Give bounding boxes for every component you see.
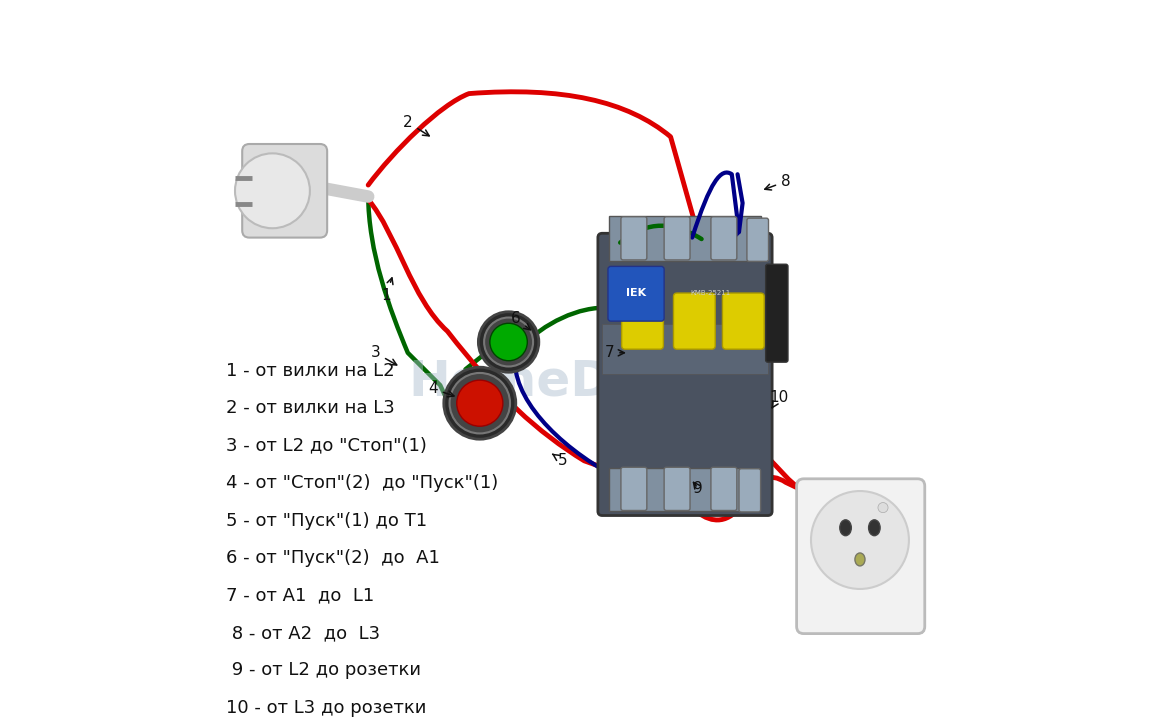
Ellipse shape	[855, 553, 866, 566]
Circle shape	[450, 373, 510, 433]
Ellipse shape	[869, 520, 881, 536]
FancyBboxPatch shape	[765, 264, 788, 362]
Circle shape	[485, 318, 533, 366]
Text: 1 - от вилки на L2: 1 - от вилки на L2	[226, 362, 395, 380]
Text: 3: 3	[370, 346, 397, 365]
FancyBboxPatch shape	[621, 217, 647, 260]
Circle shape	[490, 323, 527, 361]
FancyBboxPatch shape	[621, 467, 647, 510]
FancyBboxPatch shape	[602, 324, 767, 374]
Text: 6: 6	[511, 311, 531, 330]
FancyBboxPatch shape	[622, 293, 664, 349]
FancyBboxPatch shape	[242, 144, 328, 238]
FancyBboxPatch shape	[711, 467, 737, 510]
FancyBboxPatch shape	[664, 467, 690, 510]
Text: КМВ-25211: КМВ-25211	[690, 290, 730, 296]
FancyBboxPatch shape	[609, 216, 760, 261]
Text: 6 - от "Пуск"(2)  до  А1: 6 - от "Пуск"(2) до А1	[226, 549, 440, 567]
FancyBboxPatch shape	[796, 479, 924, 634]
Text: 5: 5	[553, 454, 568, 468]
Text: 3 - от L2 до "Стоп"(1): 3 - от L2 до "Стоп"(1)	[226, 436, 427, 455]
Text: 8 - от А2  до  L3: 8 - от А2 до L3	[226, 624, 380, 642]
FancyBboxPatch shape	[598, 233, 772, 516]
Circle shape	[457, 380, 503, 426]
Circle shape	[811, 491, 909, 589]
FancyBboxPatch shape	[608, 266, 664, 321]
Text: 9 - от L2 до розетки: 9 - от L2 до розетки	[226, 661, 421, 680]
Circle shape	[479, 312, 539, 372]
FancyBboxPatch shape	[722, 293, 764, 349]
Circle shape	[444, 367, 516, 439]
Text: 10 - от L3 до розетки: 10 - от L3 до розетки	[226, 698, 426, 716]
FancyBboxPatch shape	[711, 217, 737, 260]
Text: 10: 10	[769, 390, 788, 408]
Text: 4: 4	[428, 382, 454, 397]
Text: 8: 8	[765, 174, 790, 190]
Text: 9: 9	[694, 481, 703, 495]
Circle shape	[235, 153, 310, 228]
Text: HomeDi: HomeDi	[409, 358, 630, 405]
FancyBboxPatch shape	[609, 468, 743, 511]
Text: 7: 7	[605, 346, 624, 360]
Text: 2 - от вилки на L3: 2 - от вилки на L3	[226, 399, 395, 418]
Text: 2: 2	[403, 115, 429, 136]
FancyBboxPatch shape	[796, 480, 924, 634]
Text: 1: 1	[381, 278, 394, 302]
Text: 5 - от "Пуск"(1) до Т1: 5 - от "Пуск"(1) до Т1	[226, 511, 427, 530]
FancyBboxPatch shape	[747, 218, 769, 261]
FancyBboxPatch shape	[664, 217, 690, 260]
FancyBboxPatch shape	[674, 293, 715, 349]
Text: 7 - от А1  до  L1: 7 - от А1 до L1	[226, 586, 374, 605]
Text: 4 - от "Стоп"(2)  до "Пуск"(1): 4 - от "Стоп"(2) до "Пуск"(1)	[226, 474, 497, 492]
Text: IEK: IEK	[625, 288, 646, 298]
FancyBboxPatch shape	[739, 469, 760, 512]
Ellipse shape	[840, 520, 852, 536]
Circle shape	[878, 503, 889, 513]
